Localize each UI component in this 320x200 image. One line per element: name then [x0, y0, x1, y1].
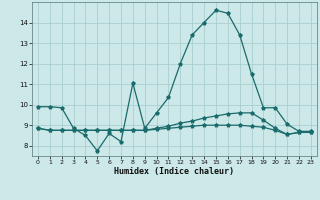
- X-axis label: Humidex (Indice chaleur): Humidex (Indice chaleur): [115, 167, 234, 176]
